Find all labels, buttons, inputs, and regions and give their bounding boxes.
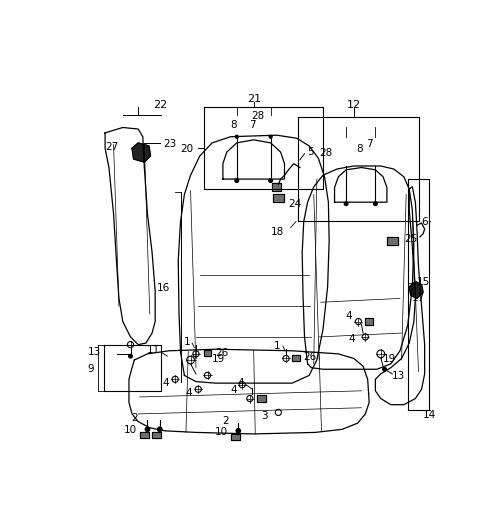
Text: 28: 28 [251, 111, 264, 121]
Text: 28: 28 [319, 148, 332, 158]
Polygon shape [257, 395, 265, 402]
Polygon shape [272, 183, 281, 191]
Text: 20: 20 [180, 144, 193, 154]
Circle shape [383, 368, 386, 372]
Polygon shape [132, 143, 151, 163]
Text: 5: 5 [308, 146, 314, 156]
Text: 24: 24 [288, 198, 301, 209]
Text: 11: 11 [146, 344, 160, 355]
Circle shape [373, 203, 377, 206]
Polygon shape [140, 432, 149, 438]
Text: 27: 27 [106, 142, 119, 151]
Text: 4: 4 [238, 377, 244, 387]
Text: 2: 2 [222, 415, 229, 425]
Polygon shape [409, 282, 423, 299]
Text: 6: 6 [421, 217, 428, 227]
Text: 4: 4 [162, 377, 169, 387]
Circle shape [236, 429, 240, 433]
Circle shape [344, 203, 348, 206]
Text: 7: 7 [366, 138, 372, 148]
Text: 25: 25 [404, 234, 417, 244]
Polygon shape [204, 350, 211, 357]
Circle shape [157, 427, 162, 432]
Text: 26: 26 [215, 347, 228, 358]
Text: 9: 9 [87, 363, 94, 373]
Polygon shape [230, 434, 240, 440]
Circle shape [269, 136, 272, 139]
Circle shape [129, 355, 132, 359]
Text: 16: 16 [157, 282, 170, 292]
Text: 23: 23 [163, 138, 176, 148]
Text: 7: 7 [249, 120, 255, 130]
Text: 13: 13 [88, 346, 101, 356]
Circle shape [235, 136, 238, 139]
Text: 4: 4 [346, 311, 352, 321]
Text: 17: 17 [411, 292, 425, 302]
Text: 2: 2 [132, 412, 138, 422]
Polygon shape [292, 355, 300, 361]
Polygon shape [387, 237, 398, 245]
Circle shape [145, 427, 150, 432]
Text: 13: 13 [392, 371, 406, 381]
Text: 8: 8 [230, 120, 237, 130]
Circle shape [235, 179, 239, 183]
Text: 4: 4 [348, 334, 355, 344]
Text: 4: 4 [185, 388, 192, 397]
Text: 8: 8 [357, 144, 363, 154]
Text: 10: 10 [215, 426, 228, 436]
Polygon shape [152, 432, 161, 438]
Text: 22: 22 [154, 99, 168, 110]
Text: 12: 12 [347, 99, 361, 110]
Polygon shape [365, 319, 373, 325]
Polygon shape [273, 195, 284, 203]
Circle shape [269, 179, 273, 183]
Text: 1: 1 [274, 340, 281, 350]
Text: 18: 18 [271, 226, 285, 236]
Text: 26: 26 [304, 351, 317, 362]
Text: 10: 10 [123, 425, 137, 434]
Text: 14: 14 [423, 409, 436, 419]
Text: 19: 19 [383, 354, 396, 364]
Text: 19: 19 [211, 354, 225, 364]
Text: 3: 3 [261, 411, 267, 421]
Text: 21: 21 [247, 94, 261, 104]
Text: 15: 15 [417, 276, 430, 286]
Text: 1: 1 [184, 336, 191, 346]
Text: 4: 4 [230, 384, 237, 394]
